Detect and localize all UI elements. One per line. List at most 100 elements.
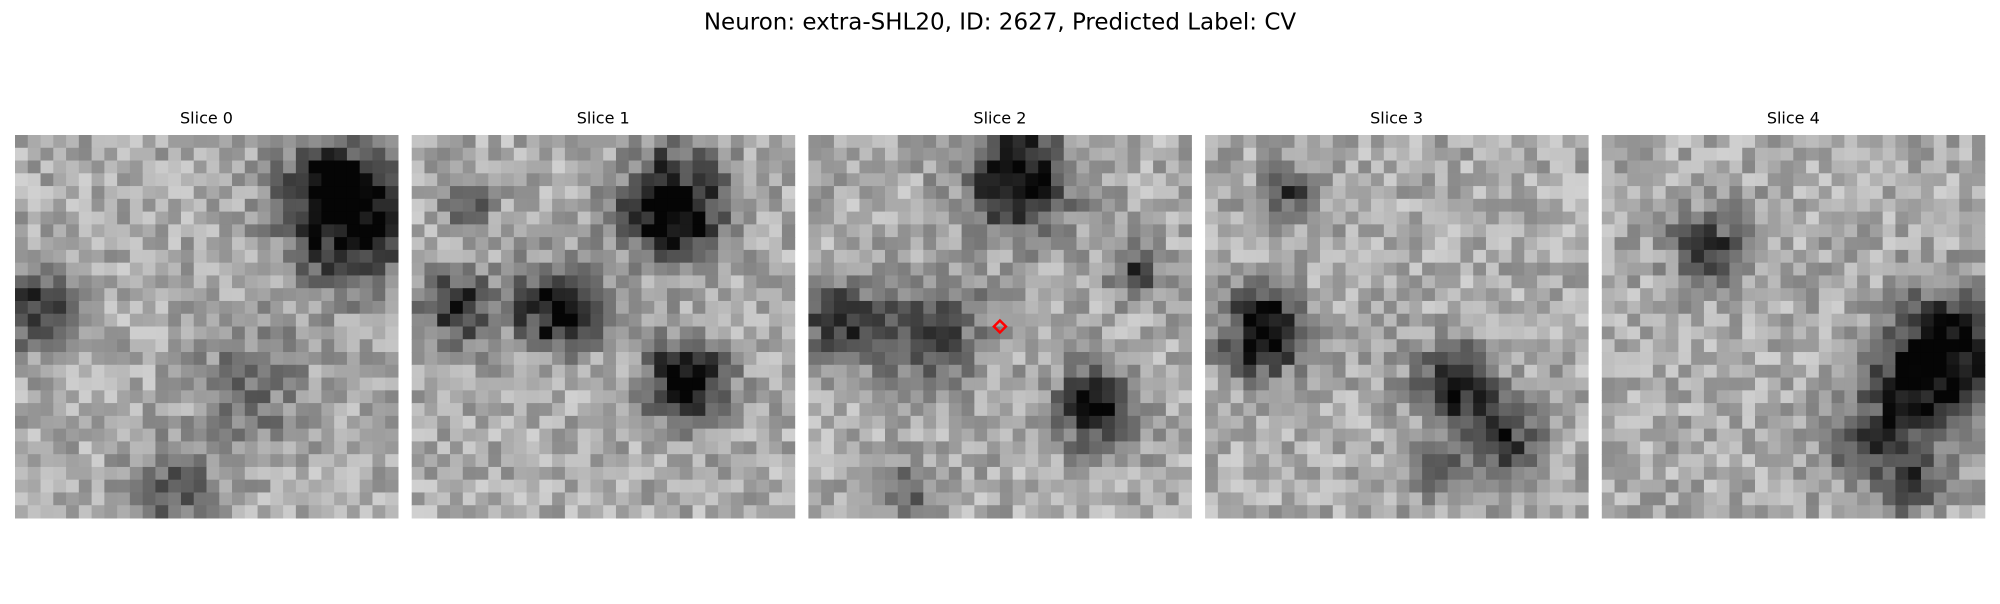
pixel [168, 505, 182, 519]
pixel [1857, 249, 1871, 264]
pixel [999, 479, 1014, 493]
pixel [872, 249, 886, 264]
pixel [781, 237, 796, 251]
pixel [40, 173, 54, 187]
pixel [897, 313, 912, 327]
pixel [1767, 352, 1782, 366]
pixel [1383, 479, 1398, 493]
pixel [1256, 173, 1270, 187]
pixel [1383, 211, 1398, 225]
pixel [987, 237, 1001, 251]
pixel [1537, 454, 1551, 468]
pixel [1358, 237, 1372, 251]
pixel [1652, 339, 1667, 353]
pixel [1205, 339, 1219, 353]
pixel [308, 135, 322, 149]
pixel [539, 198, 553, 213]
pixel [743, 147, 757, 162]
pixel [1742, 198, 1756, 213]
pixel [1102, 173, 1116, 187]
pixel [641, 186, 655, 200]
pixel [1755, 249, 1769, 264]
pixel [1549, 377, 1564, 391]
pixel [1434, 173, 1449, 187]
pixel [1869, 160, 1884, 174]
pixel [1742, 377, 1756, 391]
pixel [1140, 364, 1154, 379]
pixel [1818, 377, 1833, 391]
pixel [667, 262, 681, 276]
pixel [346, 492, 361, 506]
pixel [1320, 313, 1334, 327]
pixel [232, 352, 246, 366]
pixel [1857, 275, 1871, 289]
pixel [180, 275, 195, 289]
pixel [1806, 300, 1820, 315]
pixel [1665, 237, 1679, 251]
pixel [936, 339, 950, 353]
pixel [1127, 135, 1141, 149]
pixel [539, 428, 553, 442]
pixel [244, 275, 259, 289]
pixel [1524, 313, 1538, 327]
pixel [206, 313, 220, 327]
pixel [821, 326, 835, 340]
pixel [1383, 415, 1398, 430]
pixel [1396, 313, 1410, 327]
pixel [692, 492, 706, 506]
pixel [15, 428, 29, 442]
pixel [1882, 224, 1896, 238]
pixel [1844, 428, 1858, 442]
pixel [987, 403, 1001, 417]
pixel [321, 505, 335, 519]
pixel [1818, 441, 1833, 455]
pixel [1933, 237, 1947, 251]
pixel [1025, 415, 1039, 430]
pixel [718, 454, 732, 468]
pixel [1920, 211, 1935, 225]
pixel [104, 300, 118, 315]
pixel [910, 377, 924, 391]
pixel [781, 198, 796, 213]
pixel [1076, 237, 1090, 251]
pixel [590, 339, 604, 353]
pixel [1729, 326, 1743, 340]
pixel [1524, 198, 1538, 213]
pixel [552, 390, 566, 404]
pixel [411, 364, 425, 379]
pixel [193, 147, 207, 162]
pixel [1627, 441, 1641, 455]
pixel [1844, 275, 1858, 289]
pixel [526, 454, 540, 468]
pixel [1050, 428, 1065, 442]
pixel [257, 262, 271, 276]
pixel [1549, 403, 1564, 417]
pixel [270, 441, 284, 455]
pixel [1140, 403, 1154, 417]
pixel [756, 288, 770, 302]
pixel [1447, 428, 1461, 442]
pixel [1089, 479, 1103, 493]
pixel [501, 198, 515, 213]
pixel [1549, 326, 1564, 340]
pixel [897, 186, 912, 200]
pixel [743, 211, 757, 225]
pixel [1102, 466, 1116, 481]
pixel [1332, 249, 1347, 264]
pixel [1549, 237, 1564, 251]
pixel [462, 262, 477, 276]
pixel [1434, 377, 1449, 391]
pixel [1294, 364, 1308, 379]
pixel [1793, 198, 1807, 213]
pixel [577, 339, 591, 353]
pixel [936, 326, 950, 340]
pixel [1844, 135, 1858, 149]
pixel [1153, 300, 1167, 315]
pixel [1268, 275, 1283, 289]
pixel [730, 237, 745, 251]
pixel [1742, 147, 1756, 162]
pixel [244, 428, 259, 442]
pixel [1895, 262, 1909, 276]
pixel [833, 262, 848, 276]
pixel [1780, 403, 1794, 417]
